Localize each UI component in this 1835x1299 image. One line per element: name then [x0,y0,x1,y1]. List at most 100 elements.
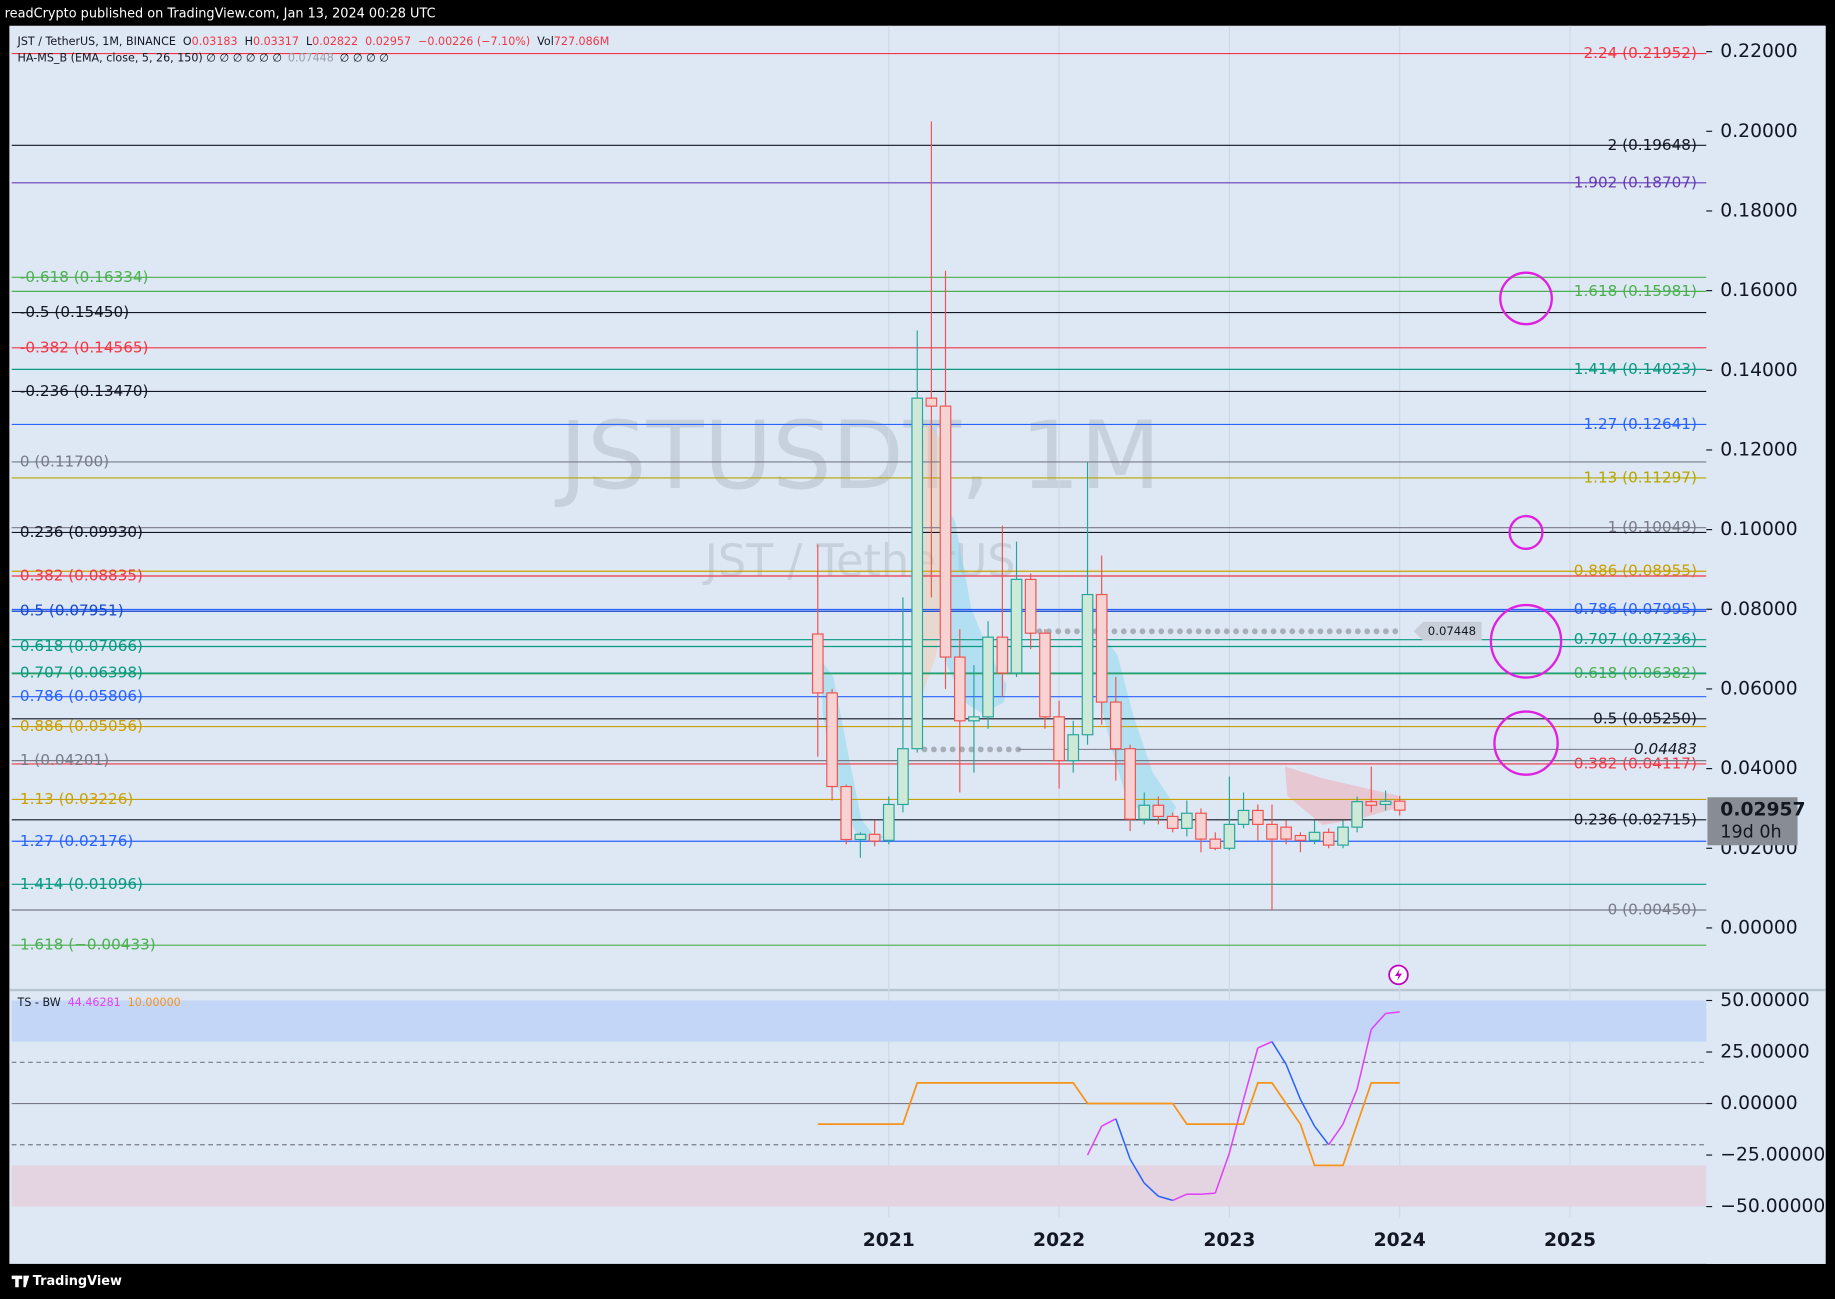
candle-body [1379,800,1392,806]
watermark-subtitle: JST / TetherUS [702,536,1016,587]
indicator-segment [1214,1152,1231,1194]
change: −0.00226 (−7.10%) [418,35,530,48]
indicator-value: 0.07448 [288,52,334,65]
fib-level-label: 2.24 (0.21952) [1583,44,1696,62]
candle-body [1109,701,1122,750]
annotation-circle [1499,271,1553,326]
y-tick-label: 0.06000 [1720,678,1797,699]
candle-body [1095,593,1108,703]
fib-level-label: 0.707 (0.07236) [1574,630,1697,648]
annotation-circle [1493,710,1559,776]
fib-level-label: 0.786 (0.05806) [20,687,143,705]
indicator-value: 44.46281 [68,996,121,1009]
indicator-segment [1200,1192,1216,1195]
indicator-segment [1342,1088,1358,1125]
price-scale [1706,25,1826,1264]
indicator-segment [1299,1099,1316,1127]
candle-body [1081,593,1094,736]
candle-body [1365,801,1378,806]
fib-level-label: -0.236 (0.13470) [20,382,149,400]
indicator-segment [1285,1064,1302,1100]
candle-body [1039,632,1051,718]
fib-level-label: 0.236 (0.09930) [20,523,143,541]
fib-level-label: 0.382 (0.04117) [1574,754,1697,772]
y-tick-label: 0.08000 [1720,599,1797,620]
fib-level-label: 1.902 (0.18707) [1574,173,1697,191]
x-tick-label: 2021 [863,1230,915,1251]
watermark-title: JSTUSDT, 1M [555,402,1161,511]
fib-level-label: 0.707 (0.06398) [20,664,143,682]
x-tick-label: 2025 [1544,1230,1596,1251]
indicator-segment [1385,1011,1400,1015]
symbol: JST / TetherUS, 1M, BINANCE [17,35,176,48]
candle-body [1280,826,1292,840]
y-tick-label: 0.12000 [1720,439,1797,460]
annotation-circle [1489,603,1563,679]
fib-level-label: 0.886 (0.05056) [20,717,143,735]
y-tick-label: 50.00000 [1720,990,1809,1011]
indicator-title: TS - BW [17,996,61,1009]
brand: TradingView [33,1274,122,1289]
cloud-shape [1284,766,1399,826]
y-tick-label: 0.16000 [1720,280,1797,301]
fib-level-label: 1.618 (−0.00433) [20,936,156,954]
y-tick-label: −25.00000 [1720,1145,1825,1166]
candle-body [1124,748,1136,820]
close-value: 0.02957 [365,35,411,48]
candle-body [953,656,966,722]
x-tick-label: 2024 [1374,1230,1426,1251]
indicator-segment [1257,1041,1273,1049]
plot: 2021 2022 2023 2024 2025 0.22000 0.20000 0.1800… [11,25,1825,1251]
y-tick-label: 0.18000 [1720,200,1797,221]
fib-level-label: 1.13 (0.11297) [1583,468,1696,486]
candle-body [1067,734,1080,762]
indicator-legend: TS - BW 44.46281 10.00000 [17,996,181,1009]
candle-body [1351,801,1363,828]
event-icon-bolt [1394,968,1402,981]
fib-level-label: 0.786 (0.07995) [1574,600,1697,618]
fib-level-label: 0.5 (0.05250) [1593,709,1697,727]
candle-body [897,748,909,806]
indicator-value: 10.00000 [128,996,181,1009]
ha-level-tag-label: 0.07448 [1428,624,1476,638]
fib-level-label: 1.13 (0.03226) [20,790,133,808]
brand-logo [11,1275,30,1288]
indicator-tail: ∅ ∅ ∅ ∅ [340,52,389,65]
indicator-segment [1129,1158,1145,1184]
cloud-shape [1100,631,1177,820]
fib-level-label: 0.618 (0.07066) [20,637,143,655]
candle-body [1180,812,1193,829]
countdown: 19d 0h [1720,822,1781,842]
ohlc-value: 0.02822 [312,35,358,48]
band [11,1165,1707,1207]
indicator-segment [1228,1099,1245,1154]
candle-body [1322,831,1335,846]
indicator-segment [1271,1041,1287,1065]
x-tick-label: 2023 [1203,1230,1255,1251]
indicator-segment [1328,1123,1344,1146]
indicator-segment [1370,1012,1387,1030]
annotation-circle [1508,514,1544,551]
volume-value: 727.086M [554,35,610,48]
fib-level-label: -0.618 (0.16334) [20,268,149,286]
ha-level-label: 0.04483 [1634,740,1697,758]
x-tick-label: 2022 [1033,1230,1085,1251]
candle-body [882,803,895,841]
indicator-segment [1086,1125,1103,1156]
y-tick-label: 25.00000 [1720,1042,1809,1063]
candle-body [1308,831,1321,841]
ha-level-tag [1413,621,1482,641]
ohlc-key: O [183,35,192,48]
candle-body [911,397,924,750]
ohlc-value: 0.03317 [253,35,299,48]
y-tick-label: 0.00000 [1720,917,1797,938]
candle-body [939,405,952,658]
candle-body [826,692,838,788]
fib-level-label: 0.5 (0.07951) [20,602,124,620]
attribution: readCrypto published on TradingView.com,… [5,7,436,22]
candle-body [1209,838,1222,849]
y-tick-label: 0.20000 [1720,121,1797,142]
candle-body [996,636,1009,674]
fib-level-label: 0.886 (0.08955) [1574,562,1697,580]
candle-body [854,833,867,841]
